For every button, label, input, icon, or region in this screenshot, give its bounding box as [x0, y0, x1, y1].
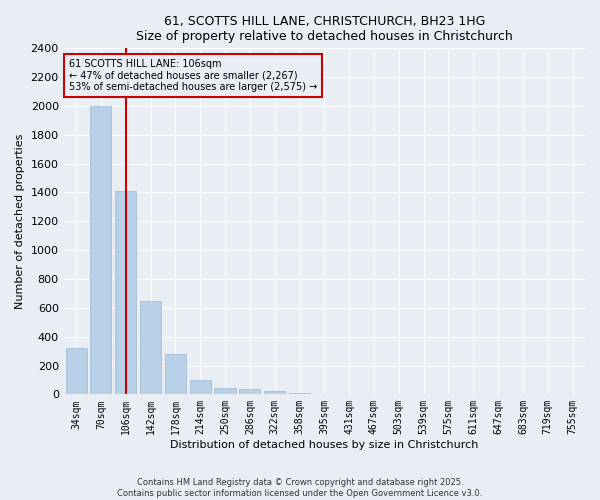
Bar — [214, 388, 236, 394]
Bar — [91, 106, 112, 395]
Text: Contains HM Land Registry data © Crown copyright and database right 2025.
Contai: Contains HM Land Registry data © Crown c… — [118, 478, 482, 498]
Bar — [65, 348, 86, 395]
Bar — [165, 354, 186, 395]
Title: 61, SCOTTS HILL LANE, CHRISTCHURCH, BH23 1HG
Size of property relative to detach: 61, SCOTTS HILL LANE, CHRISTCHURCH, BH23… — [136, 15, 513, 43]
Text: 61 SCOTTS HILL LANE: 106sqm
← 47% of detached houses are smaller (2,267)
53% of : 61 SCOTTS HILL LANE: 106sqm ← 47% of det… — [69, 58, 317, 92]
Bar — [239, 390, 260, 394]
Y-axis label: Number of detached properties: Number of detached properties — [15, 134, 25, 309]
Bar — [289, 392, 310, 394]
Bar — [115, 191, 136, 394]
Bar — [264, 392, 285, 394]
X-axis label: Distribution of detached houses by size in Christchurch: Distribution of detached houses by size … — [170, 440, 479, 450]
Bar — [190, 380, 211, 394]
Bar — [140, 300, 161, 394]
